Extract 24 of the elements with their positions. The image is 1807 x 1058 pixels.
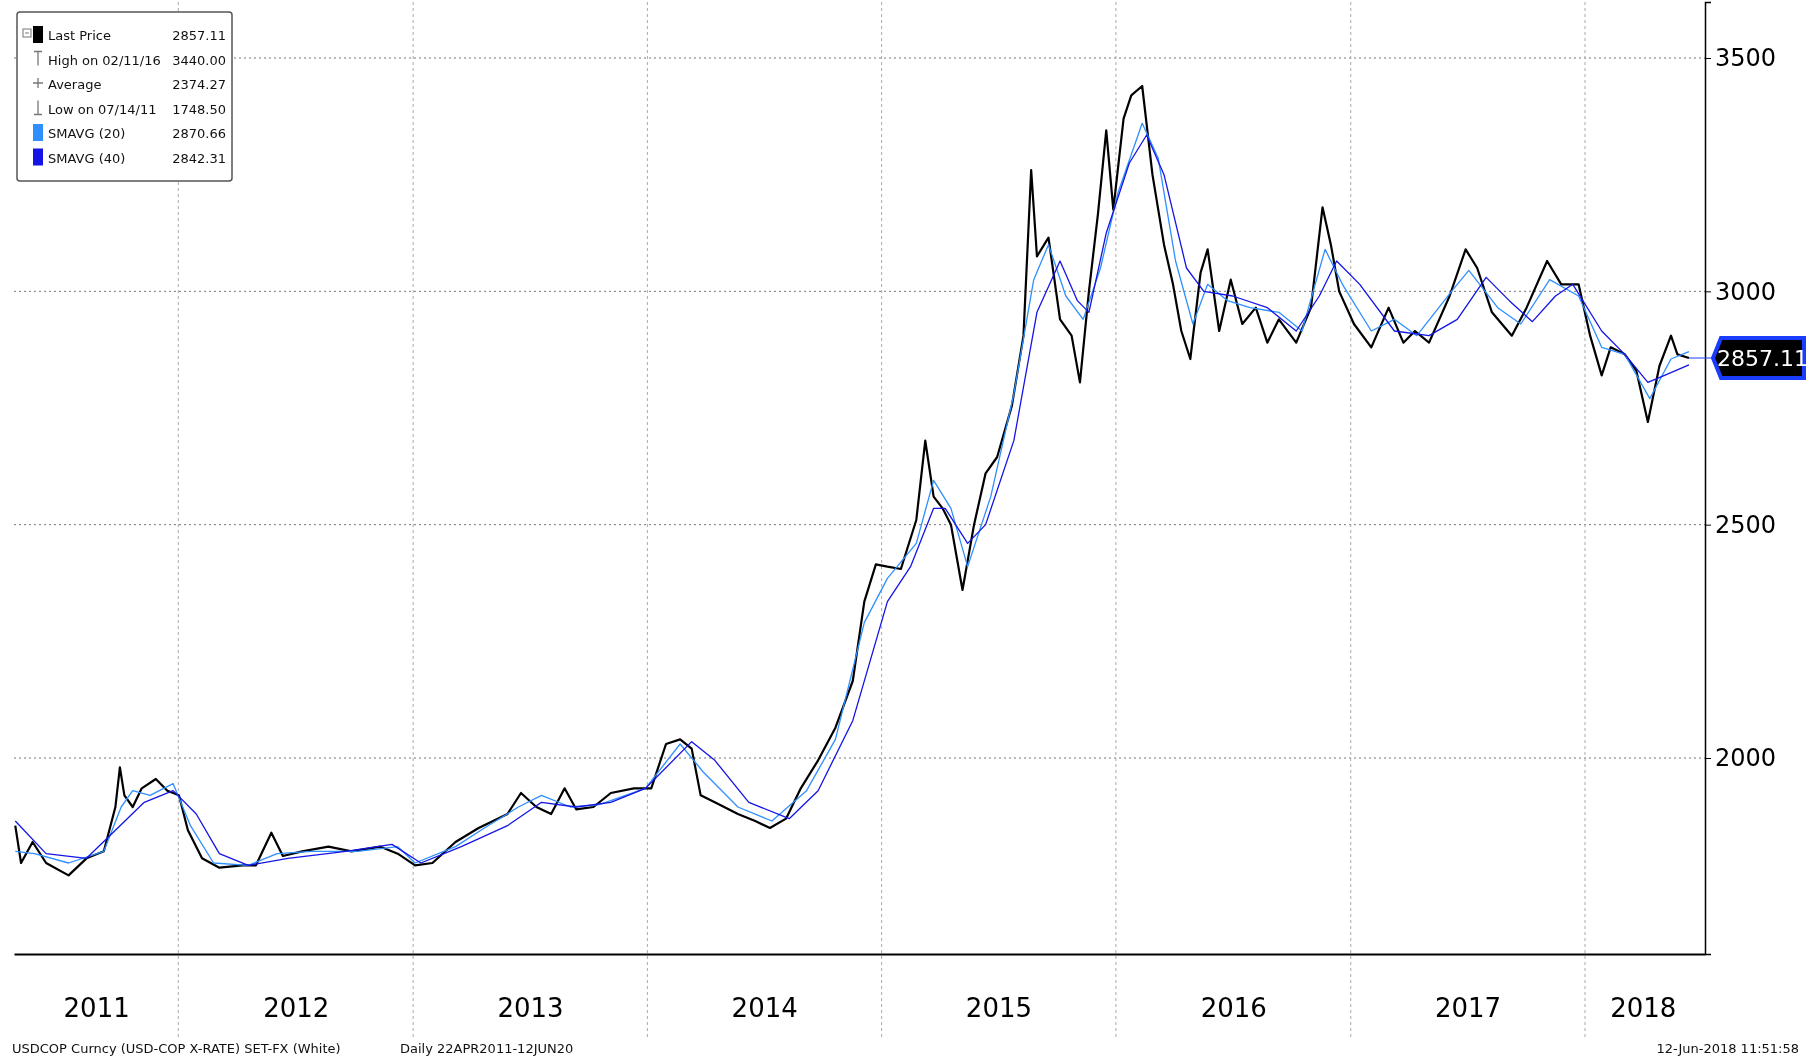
y-tick-label: 2500: [1715, 510, 1777, 539]
x-tick-label: 2015: [965, 993, 1033, 1024]
text: Average 2374.27: [48, 77, 226, 92]
annotation: 2870.66: [172, 126, 226, 141]
annotation: 2842.31: [172, 150, 226, 166]
legend-label: SMAVG (40): [48, 150, 126, 166]
x-tick-label: 2013: [497, 993, 564, 1024]
annotation: High on 02/11/16 3440.00: [48, 52, 226, 68]
x-tick-label: 2012: [263, 993, 330, 1024]
y-tick-label: 2000: [1715, 744, 1777, 773]
y-tick-label: 3000: [1715, 277, 1777, 306]
legend-label: Last Price: [48, 28, 111, 43]
text: 12-Jun-2018 11:51:58: [1656, 1041, 1799, 1056]
annotation: 2857.11: [172, 28, 226, 43]
text: Low on 07/14/11 1748.50: [48, 101, 226, 117]
y-tick-label: 3500: [1715, 44, 1777, 73]
x-tick-label: 2014: [731, 993, 798, 1024]
x-tick-label: 2011: [63, 993, 130, 1024]
x-tick-label: 2017: [1434, 993, 1502, 1024]
x-tick-label: 2018: [1610, 993, 1677, 1024]
text: USDCOP Curncy (USD-COP X-RATE) SET-FX (White): [12, 1041, 341, 1056]
text: Daily 22APR2011-12JUN20: [400, 1041, 574, 1056]
x-tick-label: 2016: [1200, 993, 1267, 1024]
legend-label: SMAVG (20): [48, 126, 126, 141]
